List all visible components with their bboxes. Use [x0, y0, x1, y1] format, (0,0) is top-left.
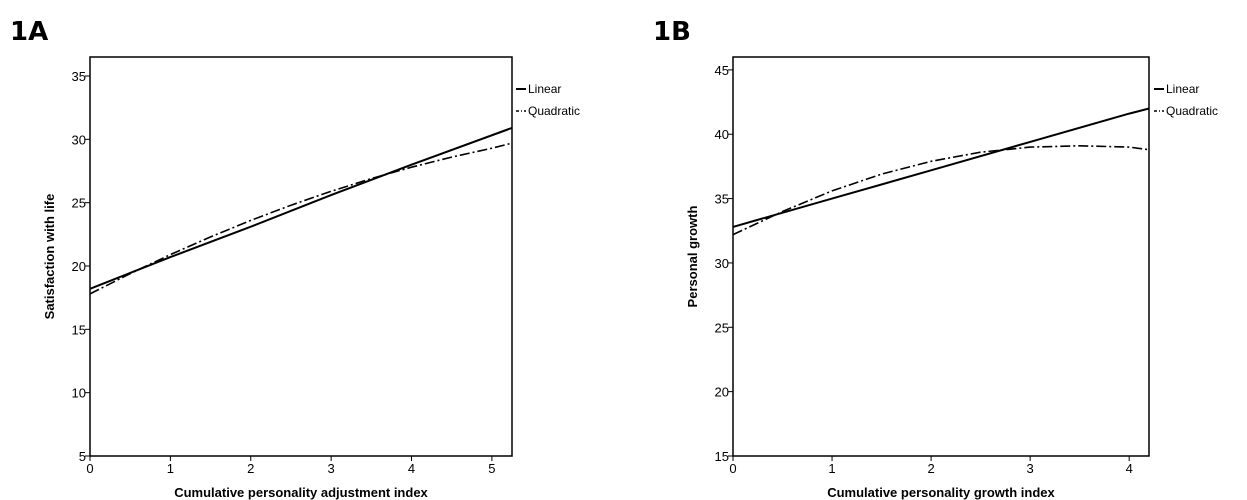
- x-tick-label: 0: [729, 461, 736, 476]
- y-axis-label: Personal growth: [685, 206, 700, 308]
- y-tick-label: 35: [72, 69, 86, 84]
- y-tick-label: 40: [715, 127, 729, 142]
- y-tick-label: 5: [79, 449, 86, 464]
- chart-panel-1b: 1B 15 20 25 30 35 40 45 0 1 2 3 4 Cumulative personal…: [653, 17, 1218, 500]
- y-tick-label: 30: [72, 132, 86, 147]
- panel-label: 1A: [10, 17, 48, 47]
- x-tick-label: 5: [488, 461, 495, 476]
- y-tick-label: 25: [715, 320, 729, 335]
- legend-label-quadratic: Quadratic: [528, 104, 580, 118]
- legend-label-quadratic: Quadratic: [1166, 104, 1218, 118]
- x-tick-label: 2: [927, 461, 934, 476]
- y-tick-label: 20: [715, 385, 729, 400]
- x-tick-label: 0: [86, 461, 93, 476]
- x-tick-label: 1: [167, 461, 174, 476]
- series-line-quadratic: [89, 142, 513, 295]
- x-tick-label: 3: [1027, 461, 1034, 476]
- y-tick-label: 25: [72, 196, 86, 211]
- y-tick-label: 20: [72, 259, 86, 274]
- series-line-linear: [732, 107, 1150, 228]
- x-tick-label: 4: [1126, 461, 1133, 476]
- x-axis-label: Cumulative personality adjustment index: [174, 485, 428, 500]
- y-tick-label: 30: [715, 256, 729, 271]
- plot-frame: [732, 56, 1150, 457]
- panel-label: 1B: [653, 17, 691, 47]
- y-tick-label: 15: [72, 322, 86, 337]
- chart-panel-1a: 1A 5 10 15 20 25 30 35 0 1 2 3 4 5 Cumulative personal…: [10, 17, 580, 500]
- legend-label-linear: Linear: [1166, 82, 1199, 96]
- y-tick-label: 35: [715, 192, 729, 207]
- plot-frame: [89, 56, 513, 457]
- x-tick-label: 3: [328, 461, 335, 476]
- y-axis-label: Satisfaction with life: [42, 194, 57, 320]
- x-tick-label: 2: [247, 461, 254, 476]
- x-tick-label: 1: [828, 461, 835, 476]
- x-axis-label: Cumulative personality growth index: [827, 485, 1055, 500]
- series-line-quadratic: [732, 145, 1150, 236]
- y-tick-label: 45: [715, 63, 729, 78]
- series-line-linear: [89, 126, 513, 290]
- y-tick-label: 10: [72, 386, 86, 401]
- legend-label-linear: Linear: [528, 82, 561, 96]
- x-tick-label: 4: [408, 461, 415, 476]
- y-tick-label: 15: [715, 449, 729, 464]
